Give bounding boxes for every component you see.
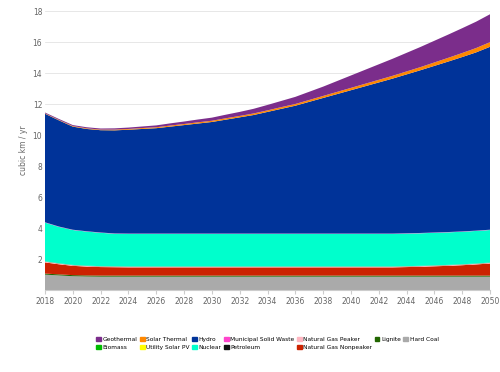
Y-axis label: cubic km / yr: cubic km / yr bbox=[20, 126, 28, 176]
Legend: Geothermal, Biomass, Solar Thermal, Utility Solar PV, Hydro, Nuclear, Municipal : Geothermal, Biomass, Solar Thermal, Util… bbox=[94, 335, 441, 353]
